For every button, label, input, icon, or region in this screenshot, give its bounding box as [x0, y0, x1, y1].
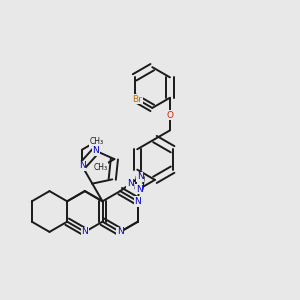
Text: O: O [167, 111, 173, 120]
Text: N: N [117, 227, 124, 236]
Text: CH₃: CH₃ [93, 163, 107, 172]
Text: N: N [134, 197, 141, 206]
Text: Br: Br [132, 95, 142, 104]
Text: CH₃: CH₃ [90, 137, 104, 146]
Text: N: N [127, 179, 134, 188]
Text: N: N [137, 172, 144, 181]
Text: N: N [136, 184, 142, 194]
Text: N: N [79, 161, 86, 170]
Text: N: N [82, 227, 88, 236]
Text: N: N [92, 146, 99, 155]
